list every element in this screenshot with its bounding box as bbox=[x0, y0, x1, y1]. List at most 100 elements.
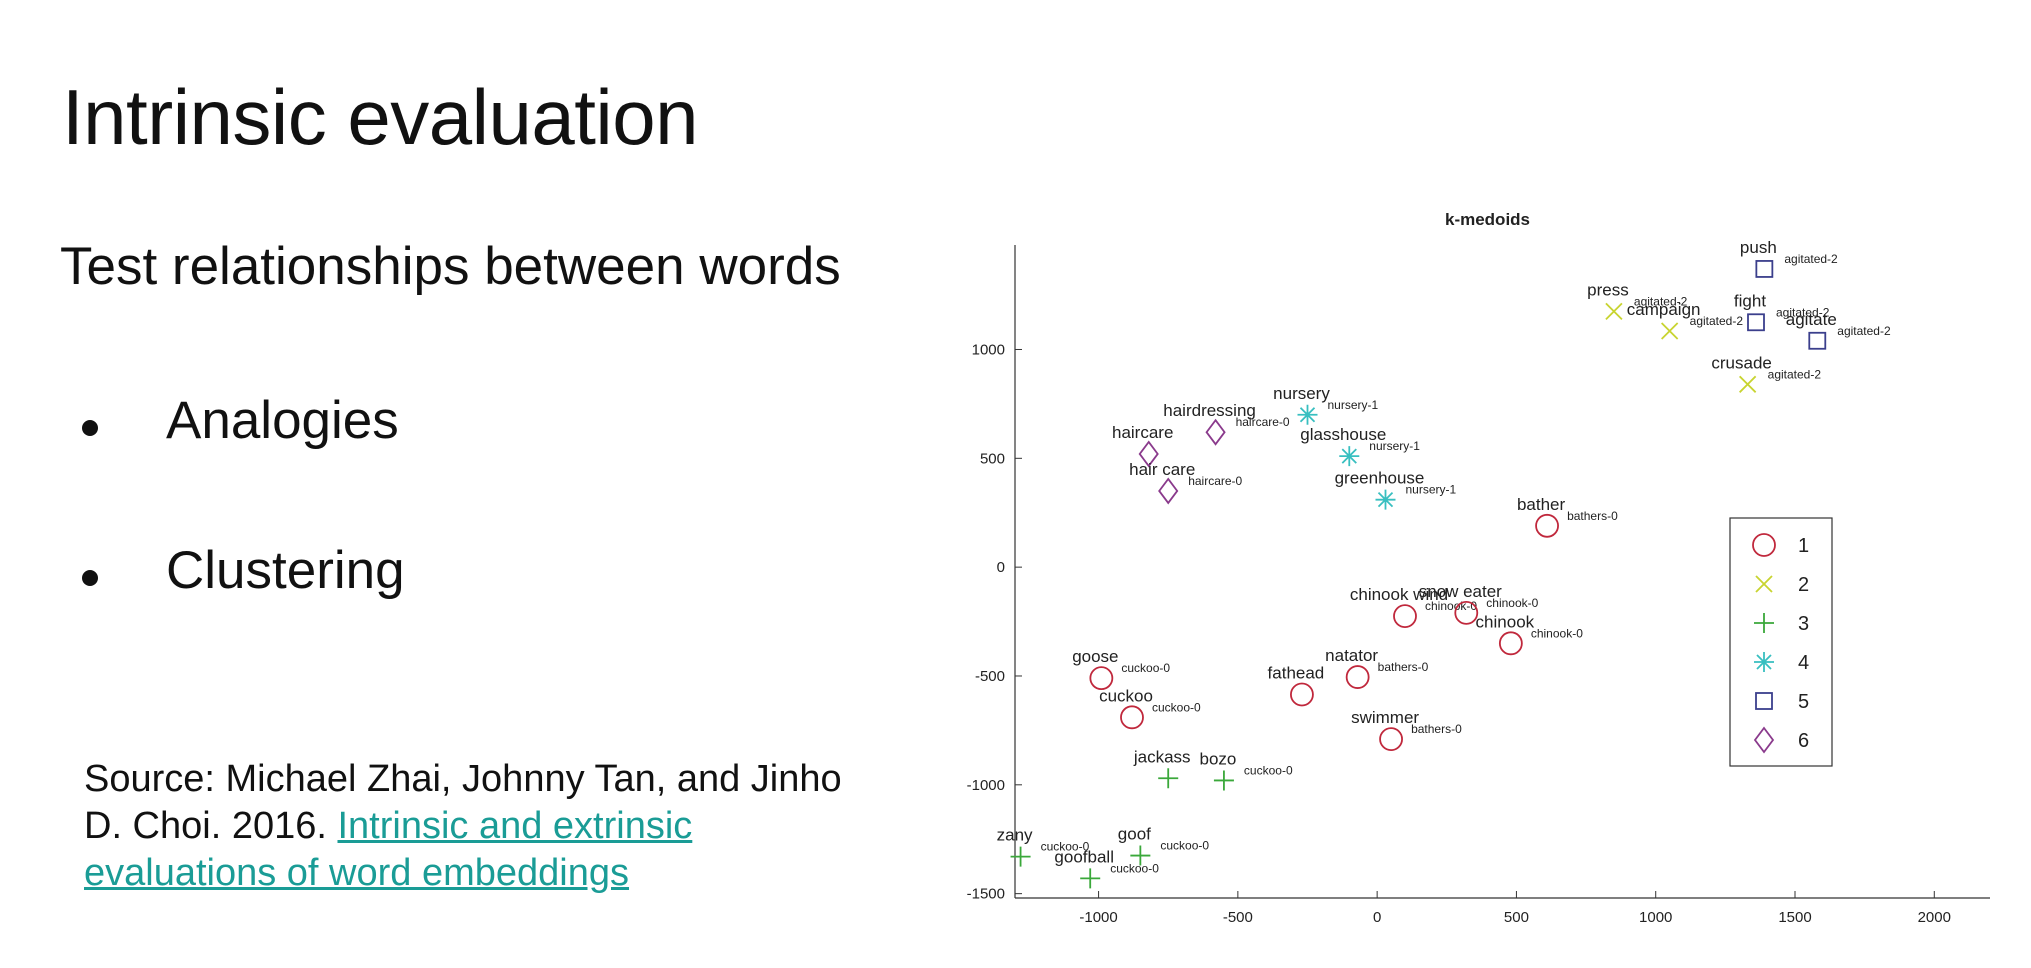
legend-marker bbox=[1754, 613, 1774, 633]
y-tick-label: -1500 bbox=[967, 886, 1005, 903]
legend-label: 5 bbox=[1798, 691, 1809, 713]
word-label: chinook wind bbox=[1350, 585, 1448, 604]
legend-label: 6 bbox=[1798, 730, 1809, 752]
bullet-item: Clustering bbox=[82, 540, 405, 690]
word-label: glasshouse bbox=[1300, 425, 1386, 444]
scatter-chart: k-medoids-1000 -500 0 500 1000 1500 2000-1500-… bbox=[967, 210, 1990, 926]
y-tick-label: 0 bbox=[997, 559, 1005, 576]
word-label: cuckoo bbox=[1099, 686, 1153, 705]
legend-marker bbox=[1754, 652, 1774, 672]
data-point-marker bbox=[1339, 446, 1360, 467]
cluster-label: agitated-2 bbox=[1768, 367, 1822, 381]
x-tick-label: 0 bbox=[1373, 909, 1381, 926]
data-point-marker bbox=[1138, 440, 1159, 468]
cluster-label: agitated-2 bbox=[1634, 294, 1688, 308]
cluster-label: chinook-0 bbox=[1425, 599, 1477, 613]
legend-box bbox=[1729, 517, 1833, 767]
cluster-label: agitated-2 bbox=[1776, 305, 1830, 319]
legend-marker bbox=[1753, 726, 1775, 754]
cluster-label: cuckoo-0 bbox=[1152, 700, 1201, 714]
data-point-marker bbox=[1747, 313, 1765, 332]
data-point-marker bbox=[1739, 375, 1757, 393]
y-tick-label: -500 bbox=[975, 668, 1005, 685]
data-point-marker bbox=[1454, 600, 1479, 625]
data-point-marker bbox=[1375, 489, 1396, 510]
chart-title: k-medoids bbox=[1445, 210, 1530, 229]
y-tick-label: -1000 bbox=[967, 777, 1005, 794]
bullet-item: Analogies bbox=[82, 390, 405, 540]
data-point-marker bbox=[1080, 868, 1101, 889]
slide-subtitle: Test relationships between words bbox=[60, 237, 841, 296]
bullet-list: Analogies Clustering bbox=[82, 390, 405, 690]
source-link[interactable]: Intrinsic and extrinsic evaluations of w… bbox=[84, 805, 693, 894]
cluster-label: nursery-1 bbox=[1406, 483, 1457, 497]
word-label: snow eater bbox=[1419, 582, 1502, 601]
data-point-marker bbox=[1345, 665, 1370, 689]
cluster-label: nursery-1 bbox=[1369, 439, 1420, 453]
y-tick-label: 1000 bbox=[972, 341, 1005, 358]
word-label: zany bbox=[997, 826, 1033, 845]
bullet-dot-icon bbox=[82, 570, 98, 586]
cluster-label: cuckoo-0 bbox=[1041, 840, 1090, 854]
word-label: hair care bbox=[1129, 460, 1195, 479]
data-point-marker bbox=[1130, 845, 1151, 866]
word-label: swimmer bbox=[1351, 708, 1419, 727]
data-point-marker bbox=[1089, 666, 1114, 691]
legend-marker bbox=[1755, 692, 1773, 710]
data-point-marker bbox=[1661, 322, 1679, 340]
data-point-marker bbox=[1010, 846, 1031, 867]
word-label: campaign bbox=[1627, 300, 1701, 319]
data-point-marker bbox=[1393, 604, 1417, 629]
data-point-marker bbox=[1755, 260, 1774, 278]
data-point-marker bbox=[1290, 682, 1314, 707]
cluster-label: agitated-2 bbox=[1690, 314, 1744, 328]
word-label: goose bbox=[1072, 647, 1118, 666]
cluster-label: cuckoo-0 bbox=[1121, 661, 1170, 675]
data-point-marker bbox=[1379, 727, 1403, 752]
slide-title: Intrinsic evaluation bbox=[62, 73, 699, 161]
word-label: nursery bbox=[1273, 384, 1330, 403]
bullet-text: Clustering bbox=[166, 541, 405, 600]
legend-marker bbox=[1755, 575, 1773, 593]
data-point-marker bbox=[1535, 513, 1559, 538]
cluster-label: agitated-2 bbox=[1784, 252, 1838, 266]
word-label: natator bbox=[1325, 646, 1378, 665]
bullet-dot-icon bbox=[82, 420, 98, 436]
data-point-marker bbox=[1605, 302, 1623, 321]
word-label: bather bbox=[1517, 495, 1566, 514]
x-tick-label: 500 bbox=[1504, 909, 1529, 926]
data-point-marker bbox=[1205, 418, 1226, 446]
chart-legend: 1 2 3 4 5 6 bbox=[1729, 517, 1833, 767]
cluster-label: chinook-0 bbox=[1531, 626, 1583, 640]
chart-axes: k-medoids-1000 -500 0 500 1000 1500 2000-1500-… bbox=[967, 210, 1990, 926]
cluster-label: agitated-2 bbox=[1837, 324, 1891, 338]
word-label: bozo bbox=[1199, 749, 1236, 768]
cluster-label: cuckoo-0 bbox=[1110, 861, 1159, 875]
legend-label: 2 bbox=[1798, 574, 1809, 596]
cluster-label: cuckoo-0 bbox=[1160, 839, 1209, 853]
bullet-text: Analogies bbox=[166, 391, 399, 450]
word-label: goof bbox=[1118, 825, 1151, 844]
word-label: hairdressing bbox=[1163, 401, 1256, 420]
source-citation: Source: Michael Zhai, Johnny Tan, and Ji… bbox=[84, 756, 884, 897]
cluster-label: nursery-1 bbox=[1328, 398, 1379, 412]
cluster-label: haircare-0 bbox=[1188, 474, 1242, 488]
cluster-label: bathers-0 bbox=[1378, 660, 1429, 674]
y-tick-label: 500 bbox=[980, 450, 1005, 467]
data-point-marker bbox=[1498, 631, 1523, 656]
cluster-label: haircare-0 bbox=[1236, 415, 1290, 429]
data-point-marker bbox=[1213, 770, 1234, 791]
word-label: chinook bbox=[1476, 612, 1535, 631]
word-label: goofball bbox=[1054, 847, 1114, 866]
legend-label: 4 bbox=[1798, 652, 1809, 674]
source-text: Source: Michael Zhai, Johnny Tan, and Ji… bbox=[84, 758, 842, 847]
cluster-label: chinook-0 bbox=[1486, 596, 1538, 610]
data-point-marker bbox=[1158, 477, 1179, 505]
word-label: jackass bbox=[1133, 747, 1191, 766]
x-tick-label: 1500 bbox=[1778, 909, 1811, 926]
legend-label: 1 bbox=[1798, 535, 1809, 557]
word-label: press bbox=[1587, 280, 1629, 299]
cluster-label: cuckoo-0 bbox=[1244, 763, 1293, 777]
word-label: haircare bbox=[1112, 423, 1173, 442]
